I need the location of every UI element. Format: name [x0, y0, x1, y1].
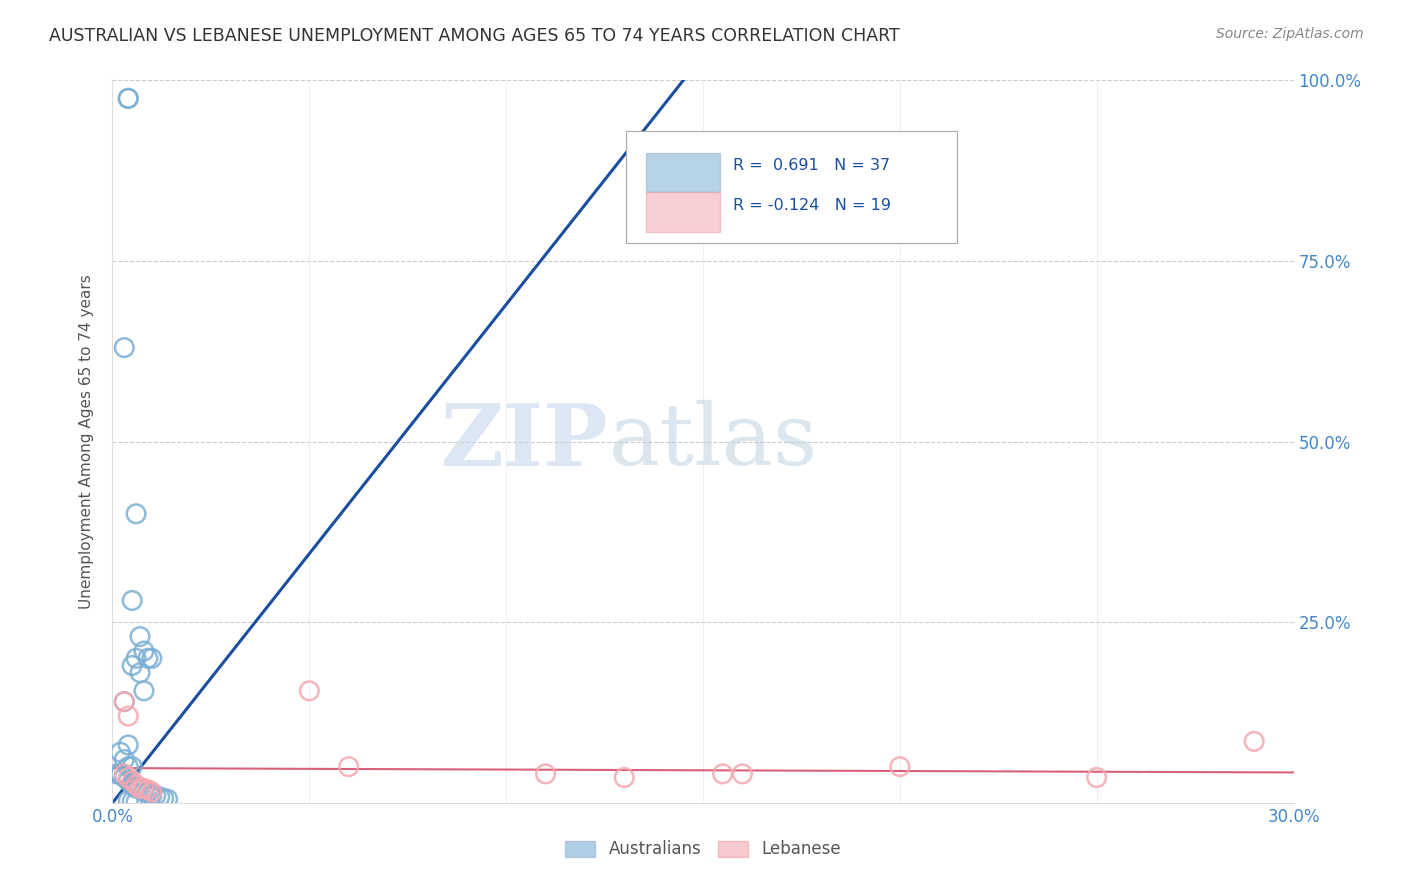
Point: [105, 767, 128, 781]
Y-axis label: Unemployment Among Ages 65 to 74 years: Unemployment Among Ages 65 to 74 years: [79, 274, 94, 609]
Point: [121, 593, 143, 607]
Text: R = -0.124   N = 19: R = -0.124 N = 19: [733, 198, 890, 213]
Point: [121, 760, 143, 774]
Point: [141, 651, 163, 665]
Point: [117, 738, 139, 752]
Point: [112, 341, 135, 355]
Point: [711, 767, 734, 781]
Point: [117, 794, 139, 808]
Point: [125, 651, 148, 665]
Text: R =  0.691   N = 37: R = 0.691 N = 37: [733, 158, 890, 173]
Point: [129, 781, 152, 796]
Point: [121, 774, 143, 789]
Point: [149, 790, 172, 805]
Point: [132, 644, 155, 658]
Point: [117, 771, 139, 785]
FancyBboxPatch shape: [626, 131, 957, 243]
Point: [156, 792, 179, 806]
Point: [117, 91, 139, 105]
Point: [129, 665, 152, 680]
FancyBboxPatch shape: [647, 193, 720, 232]
Text: atlas: atlas: [609, 400, 818, 483]
Point: [112, 695, 135, 709]
Point: [121, 794, 143, 808]
Point: [132, 683, 155, 698]
Point: [731, 767, 754, 781]
Point: [125, 781, 148, 796]
Point: [125, 795, 148, 809]
Point: [298, 683, 321, 698]
Point: [121, 658, 143, 673]
Point: [1243, 734, 1265, 748]
Text: AUSTRALIAN VS LEBANESE UNEMPLOYMENT AMONG AGES 65 TO 74 YEARS CORRELATION CHART: AUSTRALIAN VS LEBANESE UNEMPLOYMENT AMON…: [49, 27, 900, 45]
Point: [110, 767, 132, 781]
Point: [117, 709, 139, 723]
Point: [125, 778, 148, 792]
Point: [132, 781, 155, 796]
Point: [112, 752, 135, 766]
Point: [613, 771, 636, 785]
Point: [889, 760, 911, 774]
Point: [129, 630, 152, 644]
Point: [112, 771, 135, 785]
Point: [141, 785, 163, 799]
Point: [337, 760, 360, 774]
Point: [110, 767, 132, 781]
Point: [112, 695, 135, 709]
Point: [125, 507, 148, 521]
Text: ZIP: ZIP: [440, 400, 609, 483]
Point: [129, 781, 152, 796]
Point: [117, 760, 139, 774]
Point: [110, 745, 132, 759]
Point: [152, 791, 174, 805]
Point: [136, 651, 159, 665]
Point: [534, 767, 557, 781]
Point: [145, 789, 167, 803]
FancyBboxPatch shape: [647, 153, 720, 193]
Point: [112, 767, 135, 781]
Point: [1085, 771, 1108, 785]
Point: [121, 778, 143, 792]
Legend: Australians, Lebanese: Australians, Lebanese: [557, 832, 849, 867]
Point: [132, 785, 155, 799]
Point: [117, 774, 139, 789]
Point: [141, 789, 163, 803]
Text: Source: ZipAtlas.com: Source: ZipAtlas.com: [1216, 27, 1364, 41]
Point: [136, 785, 159, 799]
Point: [117, 91, 139, 105]
Point: [136, 782, 159, 797]
